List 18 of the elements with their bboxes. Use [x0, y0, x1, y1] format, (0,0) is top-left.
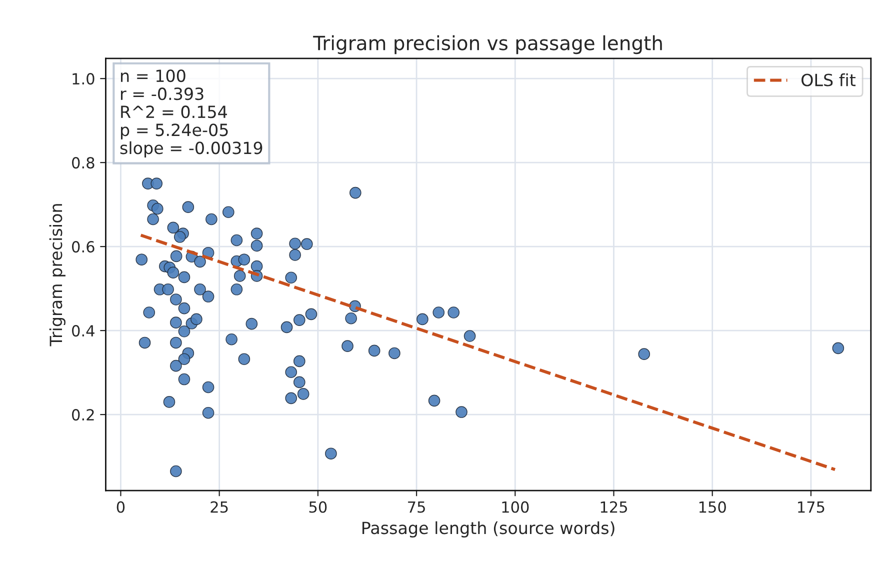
- x-tick-label: 125: [600, 501, 627, 513]
- x-axis-title: Passage length (source words): [362, 521, 614, 538]
- x-tick-label: 25: [210, 501, 228, 513]
- annotation: n = 100 r = -0.393 R^2 = 0.154 p = 5.24e-05 slope = -0.00319: [120, 70, 262, 158]
- x-tick-label: 75: [408, 501, 425, 513]
- legend-label: OLS fit: [802, 73, 856, 86]
- y-tick-label: 0.8: [72, 157, 94, 169]
- y-tick-label: 0.4: [72, 325, 94, 337]
- x-tick-label: 175: [798, 501, 824, 513]
- x-tick-label: 100: [502, 501, 529, 513]
- y-tick-label: 0.6: [72, 241, 94, 253]
- x-tick-label: 150: [699, 501, 726, 513]
- chart-title: Trigram precision vs passage length: [313, 35, 662, 54]
- y-tick-label: 1.0: [72, 73, 94, 85]
- x-tick-label: 0: [116, 501, 125, 513]
- y-tick-label: 0.2: [72, 409, 94, 421]
- y-axis-title: Trigram precision: [49, 204, 66, 346]
- x-tick-label: 50: [309, 501, 327, 513]
